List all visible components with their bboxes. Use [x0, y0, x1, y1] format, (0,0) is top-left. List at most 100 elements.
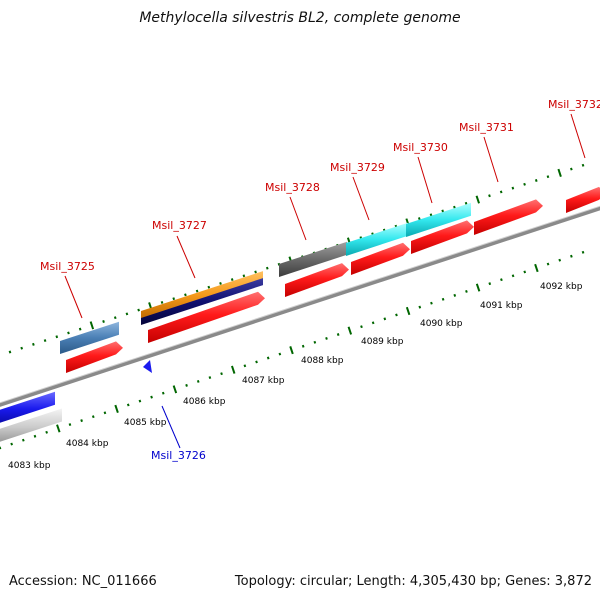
inner-tick [45, 430, 48, 434]
outer-tick [475, 195, 480, 204]
cds-block-3729 [346, 222, 408, 256]
inner-tick [511, 274, 515, 278]
inner-tick [289, 346, 294, 355]
outer-tick [113, 316, 117, 320]
outer-tick [581, 163, 585, 167]
inner-tick [546, 262, 550, 266]
gene-label: Msil_3727 [152, 219, 207, 232]
inner-tick [453, 293, 457, 297]
kbp-tick-label: 4089 kbp [361, 337, 404, 347]
gene-arrow-3731 [474, 199, 543, 235]
outer-tick [184, 293, 187, 297]
outer-tick [499, 190, 503, 194]
inner-tick [336, 333, 340, 336]
gene-label: Msil_3725 [40, 260, 95, 273]
outer-tick [55, 335, 59, 339]
gene-arrow-3727 [148, 291, 265, 343]
cds-block-3730 [406, 202, 471, 237]
cds-block-3727-upper [141, 271, 263, 319]
kbp-tick-label: 4092 kbp [540, 282, 583, 292]
inner-tick [581, 250, 585, 254]
kbp-tick-label: 4086 kbp [183, 397, 226, 407]
inner-tick [313, 340, 317, 344]
label-layer: Msil_3725 Msil_3726 Msil_3727 Msil_3728 Msil… [8, 98, 600, 471]
gene-label: Msil_3730 [393, 141, 448, 154]
outer-tick [546, 175, 550, 179]
gene-leader-line [570, 113, 586, 159]
inner-tick [441, 297, 445, 301]
inner-tick [33, 434, 37, 438]
outer-tick [207, 285, 211, 289]
outer-tick [511, 186, 515, 190]
outer-tick [89, 321, 95, 330]
inner-tick [161, 391, 165, 395]
inner-tick [395, 313, 398, 317]
outer-tick [160, 301, 164, 304]
outer-tick [523, 182, 526, 186]
kbp-tick-label: 4088 kbp [301, 356, 344, 366]
gene-label: Msil_3729 [330, 161, 385, 174]
inner-tick [150, 395, 153, 399]
outer-tick [125, 312, 129, 316]
inner-tick [523, 270, 527, 274]
inner-tick [475, 283, 481, 292]
outer-tick [570, 167, 573, 171]
inner-tick [347, 326, 353, 335]
inner-tick [208, 376, 212, 380]
genome-stats-text: Topology: circular; Length: 4,305,430 bp… [234, 574, 592, 589]
inner-tick [243, 364, 247, 368]
gene-label: Msil_3726 [151, 449, 206, 462]
inner-tick [570, 254, 573, 258]
backbone-layer [0, 205, 600, 407]
gene-leader-line [483, 136, 499, 183]
inner-tick [196, 380, 200, 383]
outer-tick [102, 320, 105, 323]
inner-tick [255, 360, 258, 364]
inner-tick [91, 415, 95, 419]
inner-tick [325, 336, 328, 340]
backbone-highlight [0, 205, 600, 404]
outer-tick [43, 339, 47, 343]
inner-tick [172, 385, 178, 394]
inner-tick [488, 282, 492, 286]
outer-tick [417, 217, 421, 221]
inner-tick [266, 356, 270, 360]
outer-tick [534, 179, 538, 182]
inner-tick [114, 404, 119, 413]
cds-block-silver [0, 408, 62, 442]
inner-tick [465, 290, 468, 293]
outer-tick [137, 308, 140, 312]
outer-tick [172, 297, 176, 301]
inner-tick [185, 383, 188, 387]
kbp-tick-label: 4084 kbp [66, 439, 109, 449]
outer-tick [429, 213, 433, 217]
kbp-tick-label: 4083 kbp [8, 461, 51, 471]
kbp-tick-label: 4091 kbp [480, 301, 523, 311]
gene-leader-line [352, 176, 370, 221]
outer-tick [488, 194, 491, 198]
cds-block-royal [0, 391, 55, 423]
inner-tick [371, 321, 375, 325]
inner-tick [80, 419, 83, 423]
inner-tick [360, 325, 363, 329]
inner-tick [500, 278, 503, 282]
outer-tick [20, 346, 24, 350]
inner-tick [430, 301, 433, 305]
outer-tick [32, 342, 35, 346]
outer-tick [195, 289, 199, 293]
cds-block-3728 [279, 241, 347, 277]
inner-tick [103, 411, 107, 415]
gene-leader-line [176, 235, 196, 279]
inner-tick [21, 438, 25, 442]
outer-tick [254, 270, 257, 274]
feature-layer [0, 186, 600, 442]
inner-tick [405, 306, 411, 316]
outer-tick [242, 274, 246, 278]
outer-tick [8, 350, 12, 354]
gene-leader-line [289, 196, 307, 241]
inner-tick [56, 424, 61, 433]
gene-leader-line [161, 405, 181, 449]
kbp-tick-label: 4087 kbp [242, 376, 285, 386]
gene-arrow-3732 [566, 186, 600, 213]
gene-leader-line [64, 275, 83, 319]
